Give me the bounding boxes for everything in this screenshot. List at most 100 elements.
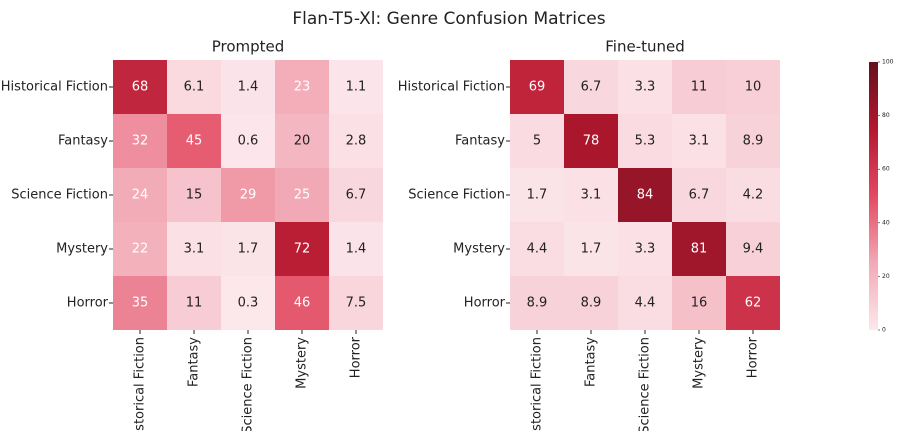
cell-label: 78 bbox=[583, 134, 600, 149]
cell-label: 15 bbox=[186, 188, 203, 203]
colorbar bbox=[869, 62, 878, 330]
x-tick-label: Science Fiction bbox=[241, 337, 256, 431]
cell-label: 7.5 bbox=[346, 296, 367, 311]
cell-label: 3.1 bbox=[184, 242, 205, 257]
heatmap-cell bbox=[275, 276, 329, 330]
heatmap-cell bbox=[672, 60, 726, 114]
heatmap-cell bbox=[113, 276, 167, 330]
cell-label: 4.2 bbox=[743, 188, 764, 203]
heatmap-cell bbox=[275, 222, 329, 276]
heatmap-cell bbox=[167, 60, 221, 114]
heatmap-cell bbox=[564, 222, 618, 276]
y-tick-label: Fantasy bbox=[455, 134, 505, 149]
heatmap-cell bbox=[510, 276, 564, 330]
cell-label: 11 bbox=[186, 296, 203, 311]
cell-label: 2.8 bbox=[346, 134, 367, 149]
heatmap-cell bbox=[564, 168, 618, 222]
heatmap-cell bbox=[618, 168, 672, 222]
heatmap-cell bbox=[329, 222, 383, 276]
cell-label: 0.6 bbox=[238, 134, 259, 149]
cell-label: 72 bbox=[294, 242, 311, 257]
cell-label: 1.7 bbox=[238, 242, 259, 257]
colorbar-tick-label: 80 bbox=[882, 112, 890, 119]
heatmap-cell bbox=[726, 222, 780, 276]
cell-label: 8.9 bbox=[743, 134, 764, 149]
heatmap-cell bbox=[221, 276, 275, 330]
cell-label: 6.1 bbox=[184, 80, 205, 95]
cell-label: 6.7 bbox=[689, 188, 710, 203]
x-tick-label: Fantasy bbox=[584, 337, 599, 387]
heatmap-cell bbox=[275, 168, 329, 222]
heatmap-cell bbox=[672, 168, 726, 222]
y-tick-label: Science Fiction bbox=[11, 188, 108, 203]
x-tick-label: Horror bbox=[349, 336, 364, 378]
y-tick-label: Historical Fiction bbox=[1, 80, 108, 95]
y-tick-label: Historical Fiction bbox=[398, 80, 505, 95]
cell-label: 23 bbox=[294, 80, 311, 95]
y-tick-label: Horror bbox=[67, 296, 109, 311]
colorbar-tick-label: 20 bbox=[882, 273, 890, 280]
heatmap-cell bbox=[618, 114, 672, 168]
cell-label: 1.7 bbox=[527, 188, 548, 203]
cell-label: 24 bbox=[132, 188, 149, 203]
heatmap-cell bbox=[618, 222, 672, 276]
cell-label: 0.3 bbox=[238, 296, 259, 311]
cell-label: 11 bbox=[691, 80, 708, 95]
cell-label: 35 bbox=[132, 296, 149, 311]
x-tick-label: Horror bbox=[746, 336, 761, 378]
chart-title: Flan-T5-Xl: Genre Confusion Matrices bbox=[292, 9, 605, 29]
heatmap-cell bbox=[275, 60, 329, 114]
heatmap-cell bbox=[564, 60, 618, 114]
cell-label: 3.3 bbox=[635, 80, 656, 95]
heatmap-cell bbox=[113, 222, 167, 276]
y-tick-label: Horror bbox=[464, 296, 506, 311]
cell-label: 84 bbox=[637, 188, 654, 203]
cell-label: 25 bbox=[294, 188, 311, 203]
heatmap-cell bbox=[221, 168, 275, 222]
heatmap-cell bbox=[167, 168, 221, 222]
heatmap-cell bbox=[726, 168, 780, 222]
cell-label: 32 bbox=[132, 134, 149, 149]
cell-label: 69 bbox=[529, 80, 546, 95]
cell-label: 29 bbox=[240, 188, 257, 203]
x-tick-label: Mystery bbox=[692, 337, 707, 389]
heatmap-cell bbox=[167, 276, 221, 330]
heatmap-cell bbox=[564, 114, 618, 168]
y-tick-label: Fantasy bbox=[58, 134, 108, 149]
cell-label: 9.4 bbox=[743, 242, 764, 257]
heatmap-cell bbox=[329, 114, 383, 168]
heatmap-cell bbox=[329, 60, 383, 114]
heatmap-cell bbox=[221, 60, 275, 114]
heatmap-cell bbox=[510, 114, 564, 168]
cell-label: 1.1 bbox=[346, 80, 367, 95]
heatmap-cell bbox=[221, 222, 275, 276]
colorbar-tick-label: 100 bbox=[882, 59, 894, 66]
cell-label: 81 bbox=[691, 242, 708, 257]
cell-label: 8.9 bbox=[581, 296, 602, 311]
heatmap-cell bbox=[618, 276, 672, 330]
heatmap-cell bbox=[275, 114, 329, 168]
cell-label: 62 bbox=[745, 296, 762, 311]
y-tick-label: Science Fiction bbox=[408, 188, 505, 203]
x-tick-label: Historical Fiction bbox=[530, 337, 545, 431]
heatmap-cell bbox=[167, 114, 221, 168]
heatmap-cell bbox=[510, 60, 564, 114]
heatmap-cell bbox=[167, 222, 221, 276]
cell-label: 5 bbox=[533, 134, 541, 149]
x-tick-label: Science Fiction bbox=[638, 337, 653, 431]
cell-label: 22 bbox=[132, 242, 149, 257]
cell-label: 1.4 bbox=[238, 80, 259, 95]
cell-label: 20 bbox=[294, 134, 311, 149]
cell-label: 5.3 bbox=[635, 134, 656, 149]
heatmap-cell bbox=[672, 114, 726, 168]
cell-label: 4.4 bbox=[527, 242, 548, 257]
y-tick-label: Mystery bbox=[56, 242, 108, 257]
heatmap-cell bbox=[221, 114, 275, 168]
cell-label: 1.7 bbox=[581, 242, 602, 257]
heatmap-cell bbox=[672, 276, 726, 330]
subplot-title: Prompted bbox=[212, 38, 285, 56]
heatmap-cell bbox=[726, 114, 780, 168]
x-tick-label: Mystery bbox=[295, 337, 310, 389]
y-tick-label: Mystery bbox=[453, 242, 505, 257]
cell-label: 6.7 bbox=[346, 188, 367, 203]
